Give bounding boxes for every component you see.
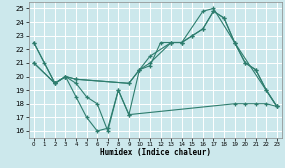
X-axis label: Humidex (Indice chaleur): Humidex (Indice chaleur) <box>100 148 211 157</box>
